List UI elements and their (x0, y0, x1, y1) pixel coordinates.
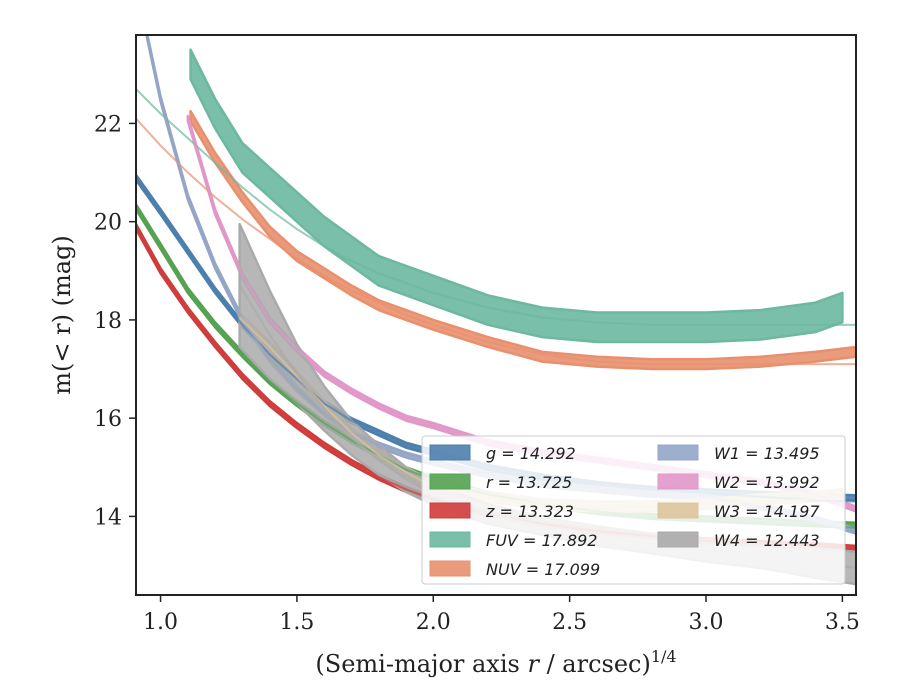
legend-swatch-w2 (657, 473, 699, 490)
legend-swatch-nuv (429, 560, 471, 577)
band-z (136, 222, 856, 553)
y-tick-label: 22 (94, 112, 122, 137)
legend: g = 14.292 r = 13.725 z = 13.323 FUV = 17.8… (421, 435, 846, 585)
legend-label-fuv: FUV = 17.892 (486, 531, 597, 550)
legend-swatch-w1 (657, 444, 699, 461)
y-axis-ticks: 14 16 18 20 22 (94, 112, 136, 530)
x-tick-label: 2.0 (416, 610, 451, 635)
x-axis-label: (Semi-major axis r / arcsec)1/4 (315, 647, 676, 678)
band-fuv (189, 48, 844, 344)
legend-label-w1: W1 = 13.495 (714, 444, 820, 463)
legend-swatch-r (429, 473, 471, 490)
y-axis-label: m(< r) (mag) (48, 235, 76, 394)
legend-box (421, 435, 846, 585)
y-tick-label: 18 (94, 309, 122, 334)
x-tick-label: 2.5 (552, 610, 587, 635)
band-nuv (189, 109, 856, 371)
legend-swatch-g (429, 444, 471, 461)
x-tick-label: 3.5 (825, 610, 860, 635)
legend-label-w2: W2 = 13.992 (714, 473, 820, 492)
legend-label-g: g = 14.292 (486, 444, 576, 463)
plot-frame (135, 34, 857, 596)
legend-label-w3: W3 = 14.197 (714, 502, 820, 521)
y-tick-label: 16 (94, 407, 122, 432)
legend-label-r: r = 13.725 (486, 473, 572, 492)
legend-label-nuv: NUV = 17.099 (486, 560, 600, 579)
legend-swatch-fuv (429, 531, 471, 548)
x-tick-label: 1.5 (279, 610, 314, 635)
legend-swatch-w3 (657, 502, 699, 519)
legend-swatch-w4 (657, 531, 699, 548)
model-line-nuv (136, 117, 856, 366)
y-tick-label: 20 (94, 211, 122, 236)
y-tick-label: 14 (94, 505, 122, 530)
x-axis-ticks: 1.0 1.5 2.0 2.5 3.0 3.5 (143, 595, 860, 635)
x-tick-label: 3.0 (689, 610, 724, 635)
model-line-fuv (136, 88, 856, 326)
legend-label-z: z = 13.323 (485, 502, 574, 521)
band-w2 (186, 114, 856, 513)
x-tick-label: 1.0 (143, 610, 178, 635)
legend-swatch-z (429, 502, 471, 519)
legend-label-w4: W4 = 12.443 (714, 531, 820, 550)
